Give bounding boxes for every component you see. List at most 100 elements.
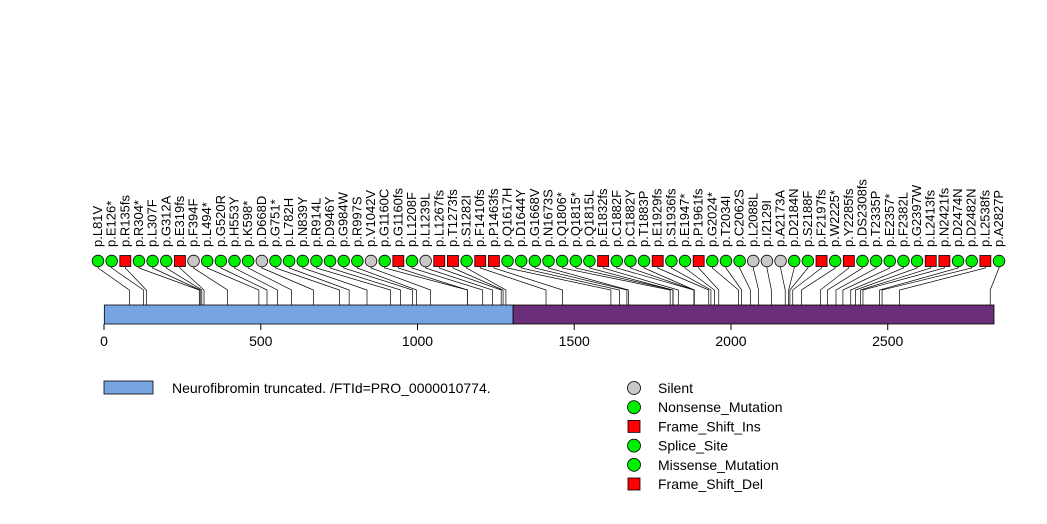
mutation-label: p.T1273fs bbox=[445, 189, 460, 247]
mutation-label: p.C2062S bbox=[732, 189, 747, 247]
mutation-label: p.R914L bbox=[308, 198, 323, 247]
mutation-marker bbox=[979, 255, 992, 267]
mutation-marker bbox=[487, 255, 500, 267]
mutation-label: p.G984W bbox=[336, 191, 351, 247]
mutation-label: p.T2034I bbox=[718, 196, 733, 247]
mutation-marker bbox=[447, 255, 459, 267]
mutation-label: p.F394F bbox=[186, 199, 201, 247]
mutation-marker bbox=[897, 254, 910, 268]
legend: Neurofibromin truncated. /FTId=PRO_00000… bbox=[103, 380, 783, 492]
mutation-marker bbox=[269, 254, 282, 268]
mutation-marker bbox=[201, 254, 214, 268]
mutation-marker bbox=[883, 254, 896, 268]
mutation-label: p.E1947* bbox=[677, 194, 692, 248]
mutation-label: p.Y2285fs bbox=[841, 188, 856, 247]
mutation-connector bbox=[879, 261, 959, 305]
mutation-marker bbox=[938, 255, 951, 267]
legend-type-label: Silent bbox=[658, 380, 693, 396]
mutation-marker bbox=[160, 254, 173, 268]
mutation-connector bbox=[788, 261, 795, 305]
mutation-marker bbox=[542, 254, 555, 268]
x-tick-label: 2500 bbox=[872, 333, 903, 349]
mutation-marker bbox=[528, 254, 542, 268]
mutation-label: p.Q1806* bbox=[554, 192, 569, 247]
mutation-marker bbox=[910, 254, 924, 268]
legend-type-label: Frame_Shift_Del bbox=[658, 476, 763, 492]
mutation-label: p.N2421fs bbox=[936, 187, 951, 247]
mutation-label: p.G1160C bbox=[377, 189, 392, 247]
mutation-label: p.Q1815L bbox=[581, 190, 596, 247]
mutation-connector bbox=[780, 261, 786, 305]
mutation-label: p.DS2308fs bbox=[854, 179, 869, 247]
mutation-marker bbox=[842, 255, 855, 267]
mutation-connector bbox=[234, 261, 278, 305]
mutation-label: p.D2184N bbox=[786, 188, 801, 247]
mutation-marker bbox=[405, 254, 419, 268]
mutation-marker bbox=[869, 254, 883, 268]
mutation-connector bbox=[752, 261, 759, 305]
mutation-marker bbox=[378, 254, 391, 268]
mutation-label: p.G2024* bbox=[704, 192, 719, 247]
mutation-connector bbox=[316, 261, 391, 305]
mutation-label: p.L1267fs bbox=[431, 189, 446, 247]
mutation-marker bbox=[501, 254, 514, 268]
mutation-label: p.T2335P bbox=[868, 191, 883, 247]
mutation-marker bbox=[419, 254, 432, 268]
mutation-label: p.S2188F bbox=[800, 191, 815, 247]
mutation-connector bbox=[835, 261, 877, 305]
mutation-label: p.D668D bbox=[254, 196, 269, 247]
mutation-label: p.I2129I bbox=[759, 200, 774, 247]
domain-bar bbox=[512, 304, 995, 325]
mutation-label: p.L494* bbox=[199, 202, 214, 247]
mutation-label: p.D2482N bbox=[964, 188, 979, 247]
mutation-connector bbox=[152, 261, 201, 305]
mutation-label: p.S1936fs bbox=[663, 188, 678, 247]
mutation-label: p.G1160fs bbox=[390, 187, 405, 247]
mutation-connector bbox=[819, 261, 850, 305]
mutation-labels: p.L81Vp.E126*p.R135fsp.R304*p.L307Fp.G31… bbox=[90, 179, 1006, 247]
mutation-connector bbox=[479, 261, 547, 305]
mutation-marker bbox=[924, 255, 937, 267]
mutation-label: p.E2357* bbox=[882, 194, 897, 248]
mutation-connector bbox=[630, 261, 695, 305]
mutation-label: p.W2225* bbox=[827, 190, 842, 247]
mutation-marker bbox=[132, 254, 146, 268]
mutation-marker bbox=[460, 254, 473, 268]
mutation-marker bbox=[856, 254, 869, 268]
mutation-marker bbox=[951, 254, 965, 268]
mutation-marker bbox=[351, 254, 364, 268]
mutation-label: p.E126* bbox=[104, 201, 119, 247]
mutation-marker bbox=[733, 254, 746, 268]
mutation-marker bbox=[187, 254, 200, 268]
legend-type-label: Frame_Shift_Ins bbox=[658, 418, 761, 434]
mutation-connector bbox=[855, 261, 918, 305]
mutation-label: p.C1882Y bbox=[622, 189, 637, 247]
mutation-marker bbox=[992, 254, 1006, 268]
domain-bar bbox=[103, 304, 514, 325]
mutation-marker bbox=[583, 254, 596, 268]
mutation-label: p.G751* bbox=[267, 199, 282, 247]
mutation-label: p.L2413fs bbox=[923, 189, 938, 247]
mutation-label: p.D946Y bbox=[322, 196, 337, 247]
mutation-marker bbox=[747, 254, 760, 268]
mutation-marker bbox=[678, 254, 692, 268]
mutation-label: p.E319fs bbox=[172, 195, 187, 247]
legend-type-marker bbox=[627, 400, 641, 415]
mutation-label: p.E1832fs bbox=[595, 188, 610, 247]
mutation-label: p.H553Y bbox=[227, 196, 242, 247]
mutation-marker bbox=[514, 254, 528, 268]
x-tick-label: 1500 bbox=[559, 333, 590, 349]
x-axis: 0 500 1000 1500 2000 2500 bbox=[100, 324, 904, 349]
mutation-marker bbox=[774, 254, 787, 268]
mutation-label: p.D2474N bbox=[950, 188, 965, 247]
mutation-label: p.A2827P bbox=[991, 190, 1006, 247]
mutation-marker bbox=[91, 254, 105, 268]
mutation-marker bbox=[637, 254, 651, 268]
mutation-marker bbox=[146, 254, 159, 268]
x-tick-label: 1000 bbox=[402, 333, 433, 349]
legend-type-marker bbox=[627, 477, 641, 491]
mutation-label: p.L2538fs bbox=[977, 189, 992, 247]
protein-domains bbox=[103, 304, 995, 325]
mutation-label: p.R997S bbox=[349, 196, 364, 247]
mutation-marker bbox=[255, 254, 269, 268]
